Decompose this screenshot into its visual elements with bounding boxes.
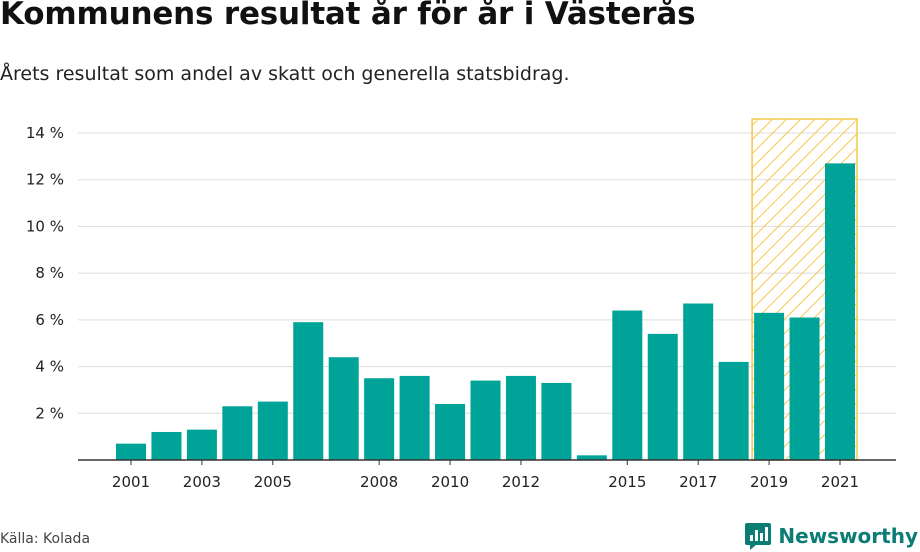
x-tick-label: 2005 [254,473,292,491]
bar-2014 [576,455,607,460]
bar-2018 [718,361,749,460]
bar-2013 [541,382,572,460]
y-tick-label: 14 % [26,124,64,142]
y-tick-label: 4 % [35,358,64,376]
x-tick-label: 2019 [750,473,788,491]
bar-2015 [612,310,643,460]
bar-2003 [186,429,217,460]
y-tick-label: 12 % [26,171,64,189]
bar-2012 [505,375,536,460]
x-axis-labels: 2001 2003 2005 2008 2010 2012 2015 2017 2019 2021 [112,473,859,491]
bar-2021 [825,163,855,460]
x-tick-label: 2001 [112,473,150,491]
bar-2007 [328,357,359,460]
y-tick-label: 6 % [35,311,64,329]
x-tick-label: 2017 [679,473,717,491]
brand-logo: Newsworthy [744,521,918,551]
brand-name: Newsworthy [778,524,918,548]
bar-2010 [435,403,466,460]
bar-2011 [470,380,501,460]
y-tick-label: 10 % [26,217,64,235]
bars [116,163,855,460]
bar-2004 [222,406,253,460]
x-tick-label: 2015 [608,473,646,491]
bar-2002 [151,431,182,460]
y-tick-label: 2 % [35,404,64,422]
bar-chart: 2 %4 %6 %8 %10 %12 %14 % 2001 2003 2005 200… [26,118,896,491]
chart-title: Kommunens resultat år för år i Västerås [0,0,696,32]
x-tick-label: 2021 [821,473,859,491]
bar-2017 [683,303,714,460]
source-text: Källa: Kolada [0,531,91,547]
newsworthy-logo-icon [745,523,772,550]
bar-2019 [754,312,785,460]
bar-2006 [293,322,324,460]
bar-2016 [647,333,678,460]
bar-2008 [364,378,395,460]
y-tick-label: 8 % [35,264,64,282]
x-axis [78,459,896,465]
x-tick-label: 2012 [502,473,540,491]
bar-2001 [116,443,146,460]
y-axis-labels: 2 % 4 % 6 % 8 % 10 % 12 % 14 % [26,124,64,422]
x-tick-label: 2010 [431,473,469,491]
bar-2020 [789,317,820,460]
bar-2005 [257,401,288,460]
bar-2009 [399,375,430,460]
x-tick-label: 2008 [360,473,398,491]
chart-subtitle: Årets resultat som andel av skatt och ge… [0,63,570,85]
x-tick-label: 2003 [183,473,221,491]
